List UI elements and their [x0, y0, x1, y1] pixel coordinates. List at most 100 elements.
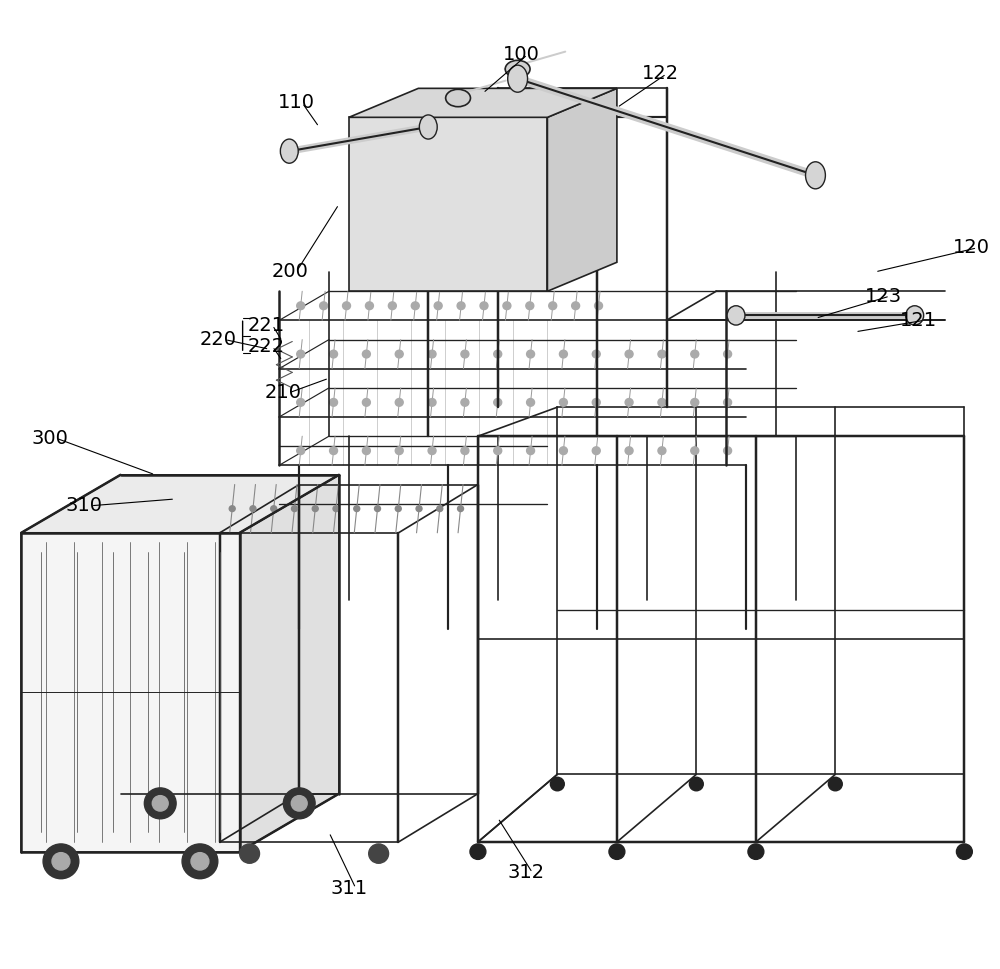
Polygon shape [349, 117, 547, 292]
Circle shape [240, 844, 260, 863]
Circle shape [527, 350, 535, 358]
Ellipse shape [505, 60, 530, 78]
Circle shape [494, 447, 502, 454]
Text: 123: 123 [865, 287, 902, 305]
Circle shape [395, 447, 403, 454]
Circle shape [691, 398, 699, 406]
Circle shape [395, 398, 403, 406]
Ellipse shape [446, 89, 470, 107]
Circle shape [191, 853, 209, 870]
Circle shape [271, 506, 277, 512]
Text: 200: 200 [271, 263, 308, 281]
Text: 122: 122 [642, 64, 679, 83]
Circle shape [724, 350, 732, 358]
Ellipse shape [280, 140, 298, 163]
Polygon shape [240, 475, 339, 852]
Circle shape [330, 447, 338, 454]
Text: 220: 220 [200, 330, 237, 349]
Circle shape [748, 844, 764, 860]
Circle shape [144, 788, 176, 819]
Text: 222: 222 [248, 337, 285, 356]
Circle shape [625, 398, 633, 406]
Polygon shape [21, 533, 240, 852]
Circle shape [658, 447, 666, 454]
Text: 300: 300 [31, 428, 68, 448]
Circle shape [724, 398, 732, 406]
Circle shape [595, 302, 603, 310]
Circle shape [330, 398, 338, 406]
Polygon shape [349, 88, 617, 117]
Circle shape [52, 853, 70, 870]
Circle shape [297, 350, 305, 358]
Circle shape [691, 447, 699, 454]
Circle shape [592, 447, 600, 454]
Circle shape [592, 398, 600, 406]
Circle shape [43, 844, 79, 879]
Circle shape [292, 506, 297, 512]
Circle shape [362, 447, 370, 454]
Circle shape [182, 844, 218, 879]
Text: 210: 210 [264, 383, 301, 402]
Text: 221: 221 [248, 316, 285, 334]
Circle shape [689, 777, 703, 791]
Circle shape [362, 350, 370, 358]
Circle shape [297, 398, 305, 406]
Ellipse shape [727, 306, 745, 325]
Circle shape [572, 302, 580, 310]
Circle shape [658, 398, 666, 406]
Circle shape [369, 844, 389, 863]
Circle shape [527, 447, 535, 454]
Circle shape [320, 302, 328, 310]
Circle shape [365, 302, 373, 310]
Text: 312: 312 [508, 863, 545, 883]
Text: 310: 310 [66, 496, 103, 516]
Circle shape [416, 506, 422, 512]
Circle shape [503, 302, 511, 310]
Circle shape [297, 447, 305, 454]
Circle shape [828, 777, 842, 791]
Circle shape [428, 447, 436, 454]
Text: 311: 311 [331, 879, 368, 898]
Circle shape [411, 302, 419, 310]
Circle shape [283, 788, 315, 819]
Circle shape [428, 398, 436, 406]
Text: 100: 100 [503, 45, 540, 64]
Circle shape [388, 302, 396, 310]
Circle shape [330, 350, 338, 358]
Circle shape [291, 796, 307, 811]
Circle shape [395, 506, 401, 512]
Circle shape [437, 506, 443, 512]
Circle shape [494, 398, 502, 406]
Circle shape [457, 302, 465, 310]
Circle shape [461, 398, 469, 406]
Polygon shape [21, 475, 339, 533]
Circle shape [724, 447, 732, 454]
Circle shape [609, 844, 625, 860]
Ellipse shape [806, 162, 825, 189]
Circle shape [428, 350, 436, 358]
Text: 120: 120 [952, 238, 989, 258]
Circle shape [229, 506, 235, 512]
Ellipse shape [508, 65, 528, 92]
Circle shape [458, 506, 464, 512]
Circle shape [625, 447, 633, 454]
Circle shape [480, 302, 488, 310]
Circle shape [691, 350, 699, 358]
Circle shape [297, 302, 305, 310]
Circle shape [461, 350, 469, 358]
Text: 110: 110 [277, 93, 314, 112]
Circle shape [375, 506, 380, 512]
Polygon shape [547, 88, 617, 292]
Circle shape [333, 506, 339, 512]
Circle shape [526, 302, 534, 310]
Ellipse shape [419, 115, 437, 140]
Circle shape [362, 398, 370, 406]
Text: 121: 121 [900, 311, 937, 329]
Circle shape [250, 506, 256, 512]
Circle shape [559, 398, 567, 406]
Circle shape [343, 302, 351, 310]
Circle shape [592, 350, 600, 358]
Circle shape [658, 350, 666, 358]
Circle shape [549, 302, 557, 310]
Circle shape [527, 398, 535, 406]
